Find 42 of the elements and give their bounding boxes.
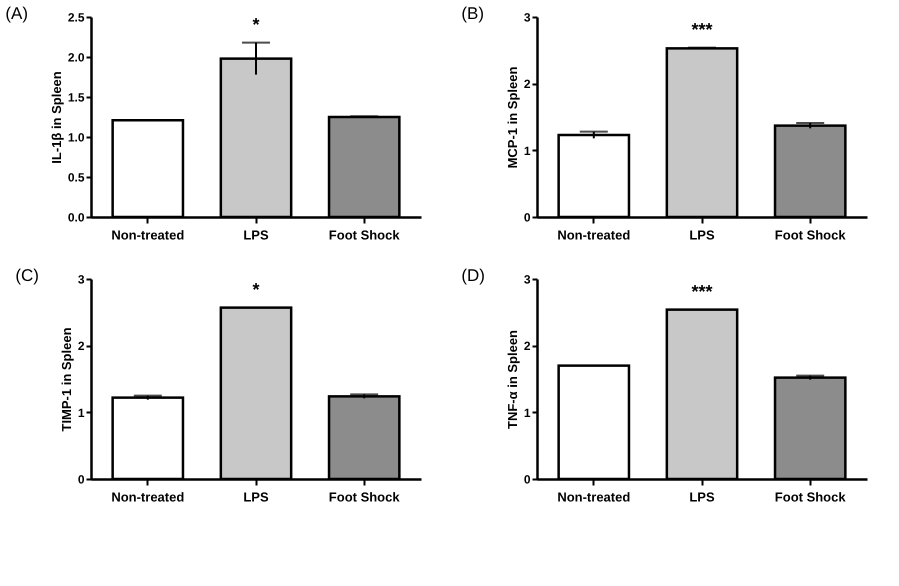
x-tick-label: LPS — [243, 490, 269, 504]
x-tick-label: Foot Shock — [328, 490, 400, 504]
x-tick-label: Non-treated — [111, 490, 184, 504]
y-tick-label: 1 — [78, 406, 85, 420]
y-tick-label: 1.0 — [68, 130, 85, 144]
y-axis-title: TIMP-1 in Spleen — [58, 327, 74, 432]
y-tick-label: 1.5 — [68, 90, 85, 104]
x-tick-label: Non-treated — [557, 490, 630, 504]
y-tick-label: 2 — [524, 339, 531, 354]
chart-title: (C) — [15, 266, 39, 285]
chart-title: (A) — [5, 4, 28, 23]
y-tick-label: 0 — [78, 472, 85, 486]
x-tick-label: Foot Shock — [774, 228, 846, 242]
y-axis-title: TNF-α in Spleen — [504, 330, 520, 429]
x-tick-label: Non-treated — [557, 228, 630, 242]
y-tick-label: 2 — [78, 339, 85, 354]
y-tick-label: 0 — [524, 210, 531, 224]
x-tick-label: Foot Shock — [774, 490, 846, 504]
annotation: *** — [691, 20, 713, 40]
y-tick-label: 0 — [524, 472, 531, 486]
y-axis-title: IL-1β in Spleen — [48, 71, 64, 164]
annotation: *** — [691, 282, 713, 302]
x-tick-label: Non-treated — [111, 228, 184, 242]
y-tick-label: 1 — [524, 144, 531, 158]
y-tick-label: 0.5 — [68, 170, 85, 184]
y-tick-label: 2 — [524, 77, 531, 92]
y-tick-label: 3 — [78, 272, 85, 286]
y-axis-title: MCP-1 in Spleen — [504, 66, 520, 168]
y-tick-label: 3 — [524, 272, 531, 286]
chart-title: (B) — [461, 4, 484, 23]
x-tick-label: LPS — [243, 228, 269, 242]
chart-title: (D) — [461, 266, 485, 285]
annotation: * — [252, 280, 260, 300]
y-tick-label: 3 — [524, 10, 531, 24]
y-tick-label: 0.0 — [68, 210, 85, 224]
annotation: * — [252, 14, 260, 35]
y-tick-label: 1 — [524, 406, 531, 420]
x-tick-label: LPS — [689, 490, 715, 504]
y-tick-label: 2.5 — [68, 10, 85, 24]
x-tick-label: LPS — [689, 228, 715, 242]
x-tick-label: Foot Shock — [328, 228, 400, 242]
y-tick-label: 2.0 — [68, 50, 85, 64]
